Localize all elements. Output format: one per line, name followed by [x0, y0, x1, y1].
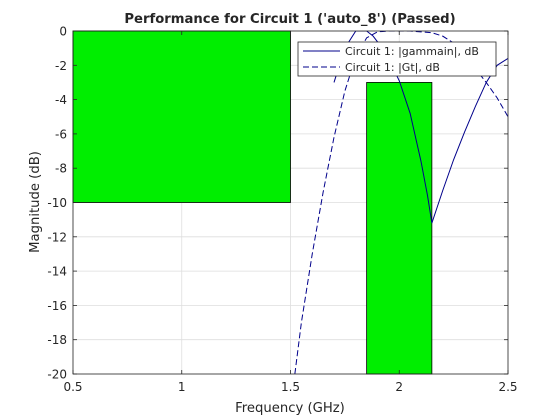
legend-box [297, 41, 497, 77]
goal-region-0 [72, 30, 291, 203]
y-tick-label-3: -6 [55, 127, 67, 141]
y-tick-label-4: -8 [55, 162, 67, 176]
legend-entry-gammain: Circuit 1: |gammain|, dB [345, 45, 479, 58]
x-tick-label-1: 1 [178, 380, 186, 394]
y-tick-label-2: -4 [55, 93, 67, 107]
y-tick-label-6: -12 [47, 230, 67, 244]
x-tick-label-4: 2.5 [498, 380, 517, 394]
y-tick-label-5: -10 [47, 196, 67, 210]
y-tick-label-10: -20 [47, 368, 67, 382]
axis-ticks: 0.5 1 1.5 2 2.5 0 -2 -4 -6 -8 -10 -12 -14 -16 -18 -20 [47, 25, 517, 395]
x-tick-label-0: 0.5 [63, 380, 82, 394]
x-tick-label-3: 2 [395, 380, 403, 394]
chart-title: Performance for Circuit 1 ('auto_8') (Pa… [124, 12, 455, 27]
y-tick-label-7: -14 [47, 265, 67, 279]
x-axis-label: Frequency (GHz) [235, 401, 345, 416]
legend-entry-gt: Circuit 1: |Gt|, dB [345, 61, 440, 74]
y-tick-label-9: -18 [47, 333, 67, 347]
y-axis-label: Magnitude (dB) [28, 151, 43, 253]
y-tick-label-0: 0 [59, 25, 67, 39]
y-tick-label-1: -2 [55, 59, 67, 73]
legend: Circuit 1: |gammain|, dB Circuit 1: |Gt|… [297, 41, 497, 77]
y-tick-label-8: -16 [47, 299, 67, 313]
x-tick-label-2: 1.5 [281, 380, 300, 394]
series-line-0 [333, 31, 508, 224]
goal-region-1 [366, 82, 433, 375]
